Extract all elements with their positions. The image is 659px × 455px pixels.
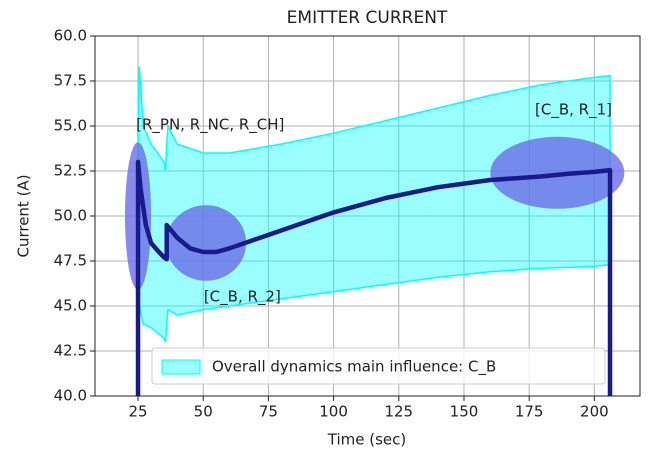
annotation: [R_PN, R_NC, R_CH]: [136, 116, 284, 135]
y-tick-label: 60.0: [54, 27, 87, 45]
annotation: [C_B, R_2]: [204, 288, 281, 307]
x-tick-label: 150: [450, 403, 479, 421]
x-tick-label: 125: [384, 403, 413, 421]
y-tick-label: 42.5: [54, 342, 87, 360]
x-axis-label: Time (sec): [327, 431, 406, 449]
chart-title: EMITTER CURRENT: [287, 8, 448, 28]
x-tick-label: 50: [194, 403, 213, 421]
legend-swatch: [161, 359, 201, 375]
plot-frame: [94, 35, 641, 397]
y-tick-label: 40.0: [54, 387, 87, 405]
y-tick-label: 52.5: [54, 162, 87, 180]
y-tick-label: 55.0: [54, 117, 87, 135]
legend-box: [151, 347, 606, 385]
x-tick-label: 175: [515, 403, 544, 421]
y-axis-label: Current (A): [15, 174, 33, 257]
y-tick-label: 47.5: [54, 252, 87, 270]
y-tick-label: 57.5: [54, 72, 87, 90]
ellipse: [166, 205, 247, 281]
y-tick-label: 45.0: [54, 297, 87, 315]
x-tick-label: 100: [319, 403, 348, 421]
annotation: [C_B, R_1]: [535, 100, 612, 119]
line: [135, 159, 613, 396]
x-tick-label: 75: [259, 403, 278, 421]
y-tick-label: 50.0: [54, 207, 87, 225]
x-tick-label: 25: [128, 403, 147, 421]
legend-label: Overall dynamics main influence: C_B: [212, 358, 496, 377]
x-tick-label: 200: [580, 403, 609, 421]
